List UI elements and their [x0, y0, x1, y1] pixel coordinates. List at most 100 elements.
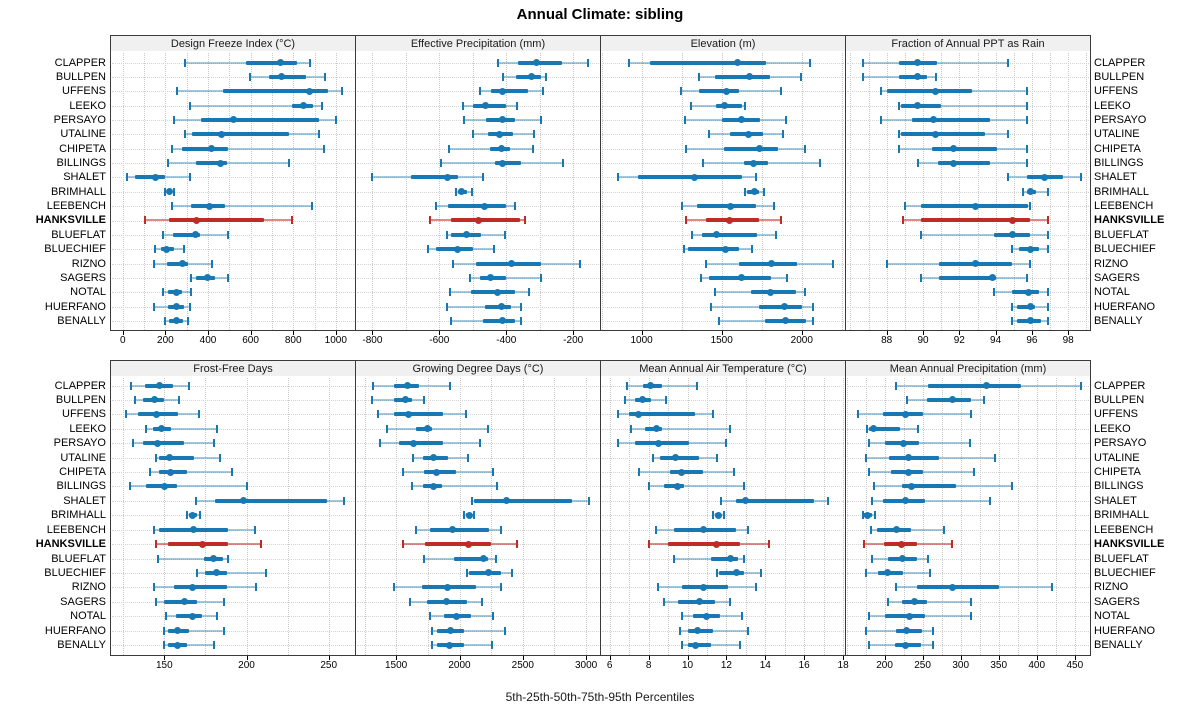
gridline-horizontal — [112, 292, 354, 294]
whisker-cap-5th — [895, 381, 897, 390]
whisker-cap-5th — [903, 202, 906, 211]
whisker-cap-5th — [427, 245, 430, 254]
whisker-cap-95th — [1047, 245, 1050, 254]
bar-25-75 — [649, 60, 767, 65]
gridline-horizontal — [112, 277, 354, 279]
whisker-cap-5th — [992, 288, 995, 297]
median-dot — [780, 303, 788, 311]
station-label-left: SAGERS — [60, 271, 106, 284]
median-dot — [218, 130, 226, 138]
median-dot — [1026, 245, 1034, 253]
median-dot — [198, 540, 206, 548]
bar-25-75 — [901, 132, 985, 137]
median-dot — [152, 410, 160, 418]
gridline-horizontal — [602, 148, 844, 150]
median-dot — [750, 188, 758, 196]
gridline-vertical — [706, 378, 708, 655]
median-dot — [950, 159, 958, 167]
whisker-cap-5th — [144, 216, 147, 225]
gridline-horizontal — [602, 616, 844, 618]
bar-25-75 — [174, 585, 227, 590]
whisker-cap-95th — [755, 173, 757, 182]
whisker-cap-5th — [715, 568, 718, 577]
whisker-cap-95th — [492, 245, 495, 254]
bar-25-75 — [142, 441, 184, 446]
whisker-cap-5th — [170, 144, 173, 153]
bar-25-75 — [1017, 304, 1036, 309]
whisker-cap-5th — [1011, 302, 1013, 311]
whisker-cap-95th — [742, 482, 745, 491]
gridline-vertical — [801, 53, 803, 330]
median-dot — [188, 511, 196, 519]
panel-header: Mean Annual Precipitation (mm) — [845, 360, 1091, 377]
gridline-vertical — [721, 53, 723, 330]
bar-25-75 — [902, 484, 957, 489]
axis-tick-label: 10 — [681, 660, 694, 671]
bar-25-75 — [886, 89, 972, 94]
gridline-horizontal — [357, 443, 599, 445]
axis-tick-label: 98 — [1062, 335, 1074, 346]
median-dot — [864, 511, 872, 519]
bar-25-75 — [268, 74, 306, 79]
station-label-right: SAGERS — [1094, 595, 1140, 608]
whisker-cap-5th — [409, 597, 412, 606]
median-dot — [1024, 288, 1032, 296]
axis-tick — [998, 656, 1000, 660]
axis-tick — [648, 656, 650, 660]
gridline-horizontal — [112, 616, 354, 618]
axis-tick-label: 18 — [837, 660, 849, 671]
median-dot — [167, 468, 175, 476]
whisker-cap-95th — [496, 482, 499, 491]
whisker-5-95 — [129, 485, 247, 488]
station-label-right: BLUECHIEF — [1094, 243, 1156, 256]
whisker-cap-5th — [718, 316, 720, 325]
whisker-cap-5th — [435, 202, 437, 211]
bar-25-75 — [638, 175, 742, 180]
median-dot — [892, 526, 900, 534]
gridline-horizontal — [602, 486, 844, 488]
whisker-cap-95th — [1029, 202, 1032, 211]
axis-tick — [293, 331, 295, 335]
gridline-horizontal — [357, 587, 599, 589]
station-label-left: BRIMHALL — [50, 509, 106, 522]
bar-25-75 — [670, 470, 704, 475]
median-dot — [433, 468, 441, 476]
gridline-horizontal — [112, 234, 354, 236]
bar-25-75 — [166, 261, 189, 266]
gridline-vertical — [979, 378, 981, 655]
gridline-vertical — [405, 53, 407, 330]
whisker-cap-95th — [219, 453, 222, 462]
gridline-vertical — [328, 378, 330, 655]
gridline-horizontal — [847, 443, 1089, 445]
whisker-cap-5th — [865, 453, 868, 462]
gridline-vertical — [144, 53, 146, 330]
whisker-cap-5th — [196, 568, 199, 577]
whisker-5-95 — [888, 600, 971, 603]
axis-tick-label: 200 — [157, 335, 174, 346]
gridline-vertical — [439, 53, 441, 330]
whisker-cap-5th — [880, 115, 883, 124]
whisker-5-95 — [149, 471, 232, 474]
whisker-cap-95th — [774, 230, 777, 239]
whisker-cap-5th — [862, 72, 865, 81]
median-dot — [424, 425, 432, 433]
whisker-cap-5th — [430, 626, 433, 635]
median-dot — [502, 497, 510, 505]
median-dot — [172, 288, 180, 296]
whisker-cap-95th — [342, 496, 345, 505]
axis-tick-label: 450 — [1066, 660, 1084, 671]
whisker-cap-5th — [164, 612, 167, 621]
axis-tick-label: 3000 — [574, 660, 598, 671]
median-dot — [485, 569, 493, 577]
whisker-cap-95th — [779, 87, 782, 96]
gridline-vertical — [554, 378, 556, 655]
station-label-right: UTALINE — [1094, 451, 1140, 464]
whisker-cap-95th — [785, 115, 788, 124]
whisker-cap-5th — [154, 245, 157, 254]
median-dot — [191, 231, 199, 239]
median-dot — [1008, 216, 1016, 224]
axis-tick-label: 12 — [720, 660, 732, 671]
axis-tick-label: 300 — [952, 660, 970, 671]
whisker-cap-95th — [491, 641, 493, 650]
